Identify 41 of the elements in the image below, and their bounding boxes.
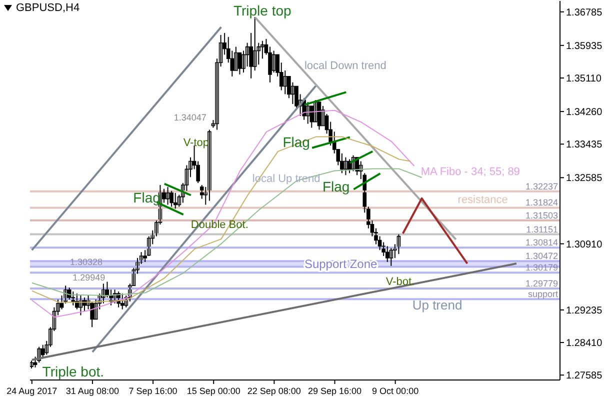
x-tick-label: 7 Sep 16:00 xyxy=(128,386,178,396)
annotation: Up trend xyxy=(412,297,462,312)
annotation: local Down trend xyxy=(304,60,386,72)
band-label: Support Zone xyxy=(304,257,378,272)
y-tick-label: 1.33435 xyxy=(566,140,603,151)
ref-line-label: 1.30472 xyxy=(525,251,558,262)
annotation: resistance xyxy=(458,194,508,206)
annotation: Triple top xyxy=(233,2,292,19)
x-tick-label: 24 Aug 2017 xyxy=(6,386,58,396)
y-tick-label: 1.32585 xyxy=(566,173,603,184)
x-tick-label: 29 Sep 16:00 xyxy=(308,386,362,396)
y-tick-label: 1.29235 xyxy=(566,305,603,316)
annotation: Triple bot. xyxy=(42,364,104,380)
y-tick-label: 1.34260 xyxy=(566,107,603,118)
x-tick-label: 22 Sep 08:00 xyxy=(247,386,301,396)
ref-line-label: support xyxy=(528,289,558,300)
ref-line-label: 1.30814 xyxy=(525,238,558,248)
y-tick-label: 1.35110 xyxy=(566,74,602,85)
ref-line-label: 1.31824 xyxy=(525,198,558,208)
annotation: 1.34047 xyxy=(174,112,206,122)
chart-title: GBPUSD,H4 xyxy=(16,2,80,14)
ref-line-label: 1.30328 xyxy=(70,256,103,267)
x-tick-label: 9 Oct 00:00 xyxy=(372,386,419,396)
line-series xyxy=(31,168,422,296)
y-tick-label: 1.36785 xyxy=(566,7,603,18)
ref-line-label: 1.30179 xyxy=(525,262,558,273)
annotation: 1.29949 xyxy=(72,272,106,282)
ref-line-label: 1.31503 xyxy=(525,210,558,220)
ref-line-label: 1.29779 xyxy=(525,278,558,288)
x-tick-label: 15 Sep 00:00 xyxy=(186,386,240,396)
ref-line-label: 1.31151 xyxy=(526,224,558,234)
annotation: V-bot. xyxy=(386,276,415,288)
annotation: Flag xyxy=(322,178,350,195)
ref-line-label: 1.32237 xyxy=(525,181,558,192)
annotation: Double Bot. xyxy=(190,218,248,231)
x-tick-label: 31 Aug 08:00 xyxy=(66,386,119,396)
y-tick-label: 1.35935 xyxy=(566,40,603,52)
annotation: MA Fibo - 34; 55; 89 xyxy=(420,166,520,178)
y-tick-label: 1.30910 xyxy=(566,239,603,250)
y-tick-label: 1.28410 xyxy=(566,338,603,350)
y-tick-label: 1.27585 xyxy=(566,370,603,382)
